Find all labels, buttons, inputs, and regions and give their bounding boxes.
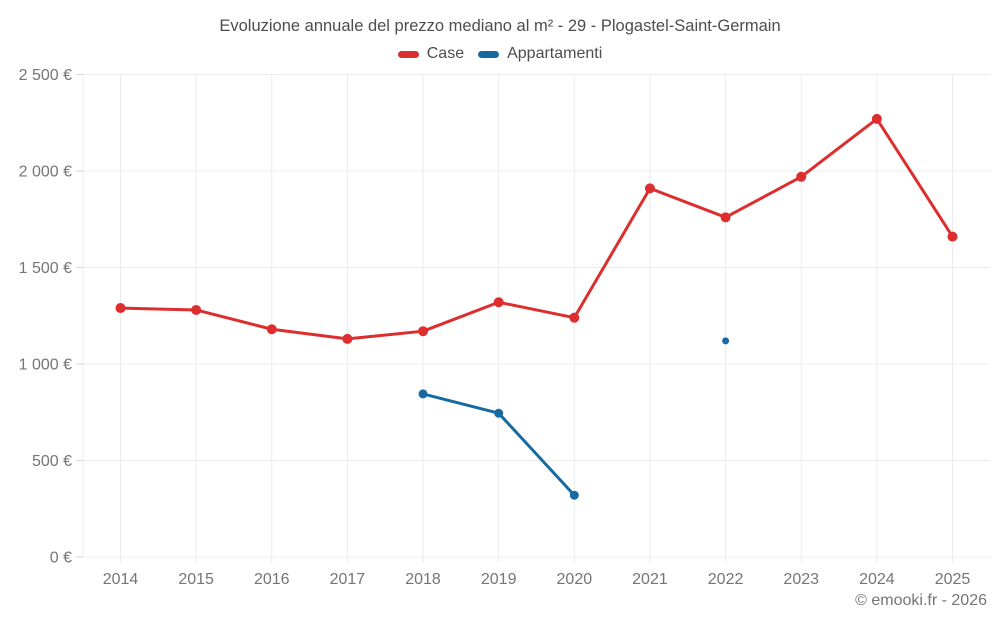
legend-item-appartamenti[interactable]: Appartamenti — [478, 45, 602, 63]
y-tick-label-1000: 1 000 € — [19, 357, 72, 374]
x-tick-label-2017: 2017 — [330, 571, 366, 588]
y-tick-label-0: 0 € — [50, 550, 72, 567]
x-tick-label-2019: 2019 — [481, 571, 517, 588]
x-tick-label-2024: 2024 — [859, 571, 895, 588]
x-tick-label-2022: 2022 — [708, 571, 744, 588]
point-appartamenti-2019[interactable] — [494, 408, 504, 418]
x-tick-label-2023: 2023 — [783, 571, 819, 588]
legend-label-appartamenti: Appartamenti — [507, 45, 603, 62]
y-tick-label-2000: 2 000 € — [19, 164, 72, 181]
x-tick-label-2018: 2018 — [405, 571, 441, 588]
x-tick-label-2015: 2015 — [178, 571, 214, 588]
x-tick-label-2025: 2025 — [935, 571, 971, 588]
point-appartamenti-2020[interactable] — [569, 490, 579, 500]
case-legend-marker-icon — [397, 50, 419, 58]
legend-label-case: Case — [426, 45, 465, 62]
appartamenti-legend-marker-icon — [478, 50, 500, 58]
point-case-2021[interactable] — [644, 183, 655, 194]
point-case-2017[interactable] — [342, 333, 353, 344]
point-appartamenti-2018[interactable] — [418, 389, 428, 399]
point-case-2016[interactable] — [266, 324, 277, 335]
point-appartamenti-2022[interactable] — [722, 337, 730, 345]
y-tick-label-1500: 1 500 € — [19, 260, 72, 277]
x-tick-label-2021: 2021 — [632, 571, 668, 588]
point-case-2018[interactable] — [418, 326, 429, 337]
series-case-line — [119, 117, 954, 341]
copyright: © emooki.fr - 2026 — [855, 592, 987, 609]
chart-title: Evoluzione annuale del prezzo mediano al… — [219, 17, 781, 35]
legend: Case Appartamenti — [0, 45, 1000, 63]
point-case-2015[interactable] — [191, 304, 202, 315]
point-case-2023[interactable] — [796, 171, 807, 182]
point-case-2024[interactable] — [871, 113, 882, 124]
point-case-2022[interactable] — [720, 212, 731, 223]
point-case-2014[interactable] — [115, 303, 126, 314]
point-case-2020[interactable] — [569, 312, 580, 323]
legend-item-case[interactable]: Case — [397, 45, 465, 63]
x-tick-label-2016: 2016 — [254, 571, 290, 588]
point-case-2019[interactable] — [493, 297, 504, 308]
x-tick-label-2014: 2014 — [103, 571, 139, 588]
x-tick-label-2020: 2020 — [557, 571, 593, 588]
point-case-2025[interactable] — [947, 231, 958, 242]
y-tick-label-2500: 2 500 € — [19, 67, 72, 84]
y-tick-label-500: 500 € — [32, 453, 72, 470]
